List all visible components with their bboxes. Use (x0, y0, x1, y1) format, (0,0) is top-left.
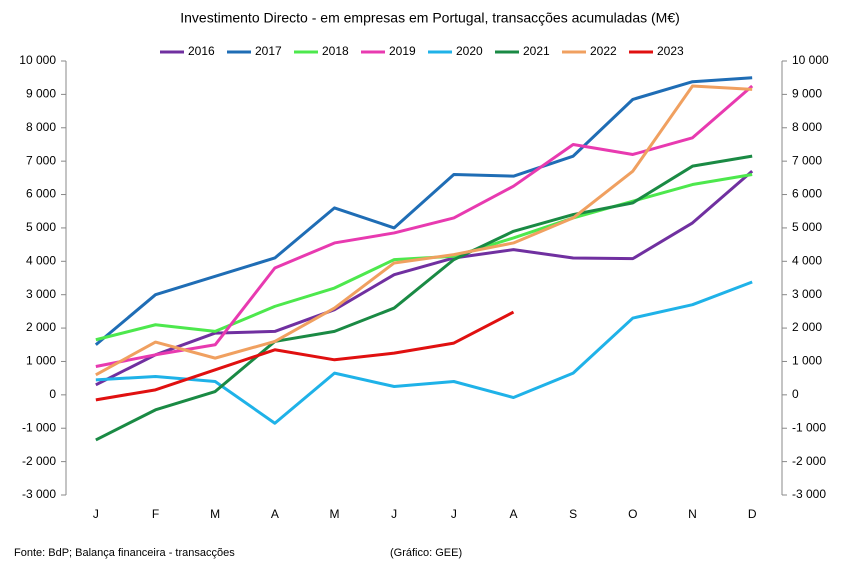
x-tick-label: S (569, 507, 577, 521)
y2-tick-label: 1 000 (792, 354, 822, 368)
legend-label: 2020 (456, 44, 483, 58)
y2-tick-label: 2 000 (792, 320, 822, 334)
y-tick-label: 1 000 (26, 354, 56, 368)
x-tick-label: M (210, 507, 220, 521)
legend-label: 2019 (389, 44, 416, 58)
y2-tick-label: 10 000 (792, 53, 829, 67)
series-line (95, 84, 754, 368)
y-tick-label: 9 000 (26, 87, 56, 101)
x-tick-label: J (93, 507, 99, 521)
y2-tick-label: 0 (792, 387, 799, 401)
series-line (95, 84, 753, 377)
x-tick-label: D (748, 507, 757, 521)
y2-tick-label: -2 000 (792, 454, 826, 468)
x-tick-label: J (391, 507, 397, 521)
y2-tick-label: 4 000 (792, 253, 822, 267)
y-tick-label: 8 000 (26, 120, 56, 134)
series-line (95, 310, 515, 402)
y-tick-label: 0 (49, 387, 56, 401)
y-tick-label: 7 000 (26, 153, 56, 167)
x-tick-label: A (271, 507, 279, 521)
y2-tick-label: 8 000 (792, 120, 822, 134)
x-tick-label: A (509, 507, 517, 521)
legend-label: 2023 (657, 44, 684, 58)
y2-tick-label: 9 000 (792, 87, 822, 101)
y-tick-label: 2 000 (26, 320, 56, 334)
y-tick-label: 10 000 (19, 53, 56, 67)
series-line (94, 76, 753, 346)
series-line (95, 154, 753, 442)
series-line (95, 170, 754, 387)
y2-tick-label: 6 000 (792, 187, 822, 201)
y2-tick-label: -3 000 (792, 487, 826, 501)
y-tick-label: -2 000 (22, 454, 56, 468)
legend-label: 2016 (188, 44, 215, 58)
series-line (95, 280, 753, 425)
y2-tick-label: 3 000 (792, 287, 822, 301)
x-tick-label: N (688, 507, 697, 521)
legend-label: 2021 (523, 44, 550, 58)
legend-label: 2018 (322, 44, 349, 58)
y2-tick-label: 7 000 (792, 153, 822, 167)
source-note: Fonte: BdP; Balança financeira - transac… (14, 547, 235, 559)
y2-tick-label: -1 000 (792, 420, 826, 434)
y-tick-label: 4 000 (26, 253, 56, 267)
x-tick-label: F (152, 507, 159, 521)
y-tick-label: 3 000 (26, 287, 56, 301)
x-tick-label: O (628, 507, 637, 521)
y-tick-label: 6 000 (26, 187, 56, 201)
y-tick-label: -1 000 (22, 420, 56, 434)
chart-title: Investimento Directo - em empresas em Po… (180, 10, 680, 26)
y-tick-label: 5 000 (26, 220, 56, 234)
credit-note: (Gráfico: GEE) (390, 547, 462, 559)
y-tick-label: -3 000 (22, 487, 56, 501)
x-tick-label: J (451, 507, 457, 521)
legend-label: 2022 (590, 44, 617, 58)
x-tick-label: M (330, 507, 340, 521)
y2-tick-label: 5 000 (792, 220, 822, 234)
legend-label: 2017 (255, 44, 282, 58)
